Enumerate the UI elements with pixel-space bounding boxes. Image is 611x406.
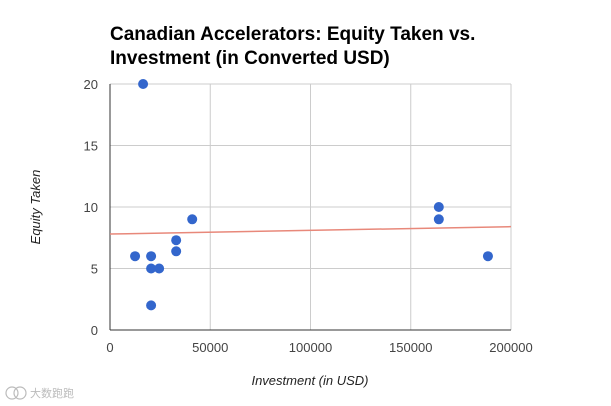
data-point-1 <box>138 79 149 89</box>
trendline <box>109 225 512 235</box>
data-point-6 <box>171 235 182 246</box>
chart-title-line-1: Canadian Accelerators: Equity Taken vs. <box>110 24 475 45</box>
tick-labels: 0 5 10 15 20 0 50000 100000 150000 200000 <box>84 77 533 355</box>
x-tick-label-2: 100000 <box>289 340 332 355</box>
y-tick-label-1: 5 <box>91 262 98 277</box>
data-point-7 <box>171 246 182 257</box>
y-tick-label-0: 0 <box>91 323 98 338</box>
y-tick-label-4: 20 <box>84 77 98 92</box>
y-tick-label-3: 15 <box>84 139 98 154</box>
data-point-2 <box>146 251 157 262</box>
axes <box>109 84 511 331</box>
watermark-text: 大数跑跑 <box>30 386 74 400</box>
x-axis-title: Investment (in USD) <box>251 373 368 388</box>
x-tick-label-3: 150000 <box>389 340 432 355</box>
data-point-5 <box>154 263 165 274</box>
data-point-10 <box>433 214 444 225</box>
data-point-9 <box>433 202 444 212</box>
x-tick-label-0: 0 <box>106 340 113 355</box>
data-point-11 <box>482 251 493 262</box>
watermark: 大数跑跑 <box>5 386 74 400</box>
data-point-0 <box>130 251 141 262</box>
gridlines <box>110 83 512 330</box>
watermark-logo-icon <box>5 386 27 400</box>
data-point-3 <box>146 263 157 274</box>
data-point-8 <box>187 214 198 225</box>
x-tick-label-1: 50000 <box>192 340 228 355</box>
y-tick-label-2: 10 <box>84 200 98 215</box>
y-axis-title: Equity Taken <box>28 170 43 245</box>
x-tick-label-4: 200000 <box>489 340 532 355</box>
data-point-4 <box>146 300 157 311</box>
data-points <box>130 79 493 311</box>
chart-title-line-2: Investment (in Converted USD) <box>110 48 390 69</box>
trendline-group <box>109 225 512 235</box>
